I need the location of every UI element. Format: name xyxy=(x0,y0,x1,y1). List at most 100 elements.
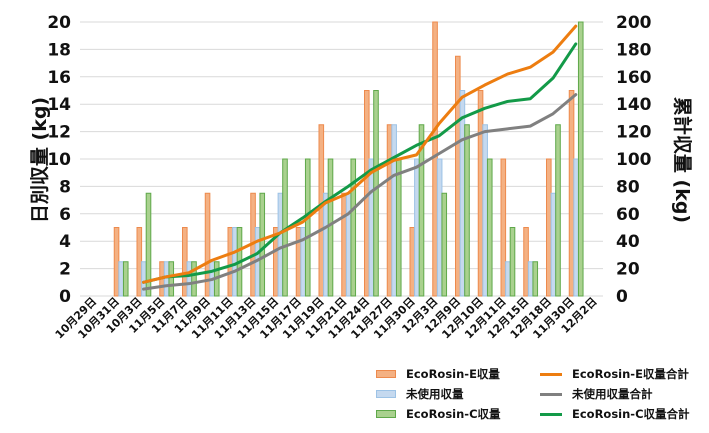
bar xyxy=(386,124,393,297)
y2-tick-label: 20 xyxy=(616,260,640,280)
bar xyxy=(341,192,347,297)
bar xyxy=(568,90,575,297)
y2-tick-label: 0 xyxy=(616,287,628,307)
legend-label: EcoRosin-E収量合計 xyxy=(572,367,689,381)
y2-tick-label: 180 xyxy=(616,40,652,60)
y-tick-label: 10 xyxy=(47,150,71,170)
y2-tick-label: 140 xyxy=(616,95,652,115)
bar xyxy=(409,227,416,297)
bar xyxy=(373,90,379,297)
x-axis-labels: 10月29日10月31日10月3日11月5日11月7日11月9日11月11日11… xyxy=(53,295,600,341)
right-axis-title: 累計収量 (kg) xyxy=(671,97,694,223)
bar xyxy=(259,192,266,297)
y-tick-label: 6 xyxy=(59,205,71,225)
legend-item-ecorosin-c: EcoRosin-C収量 xyxy=(376,405,501,423)
bar xyxy=(136,227,143,297)
y2-tick-label: 100 xyxy=(616,150,652,170)
legend-swatch xyxy=(376,410,396,418)
bar xyxy=(141,261,147,297)
bar xyxy=(391,124,397,297)
legend-label: EcoRosin-C収量 xyxy=(406,407,501,421)
bar xyxy=(505,261,511,297)
y2-tick-label: 160 xyxy=(616,68,652,88)
bar xyxy=(182,227,188,297)
left-axis-title: 日別収量 (kg) xyxy=(29,97,51,223)
line-series xyxy=(142,24,578,291)
legend-label: EcoRosin-C収量合計 xyxy=(572,407,690,421)
y2-tick-label: 80 xyxy=(616,177,640,197)
bar xyxy=(318,124,325,297)
bar xyxy=(113,227,120,297)
legend-label: 未使用収量 xyxy=(406,387,464,401)
bar xyxy=(509,227,516,297)
cumulative-line xyxy=(142,93,578,291)
bar xyxy=(232,227,238,297)
bar xyxy=(168,261,175,297)
bar xyxy=(577,21,584,297)
y2-tick-label: 200 xyxy=(616,13,652,33)
bar xyxy=(277,192,284,297)
y-tick-label: 8 xyxy=(59,177,71,197)
bar xyxy=(455,55,461,297)
bar xyxy=(295,227,302,297)
legend-swatch xyxy=(540,412,562,416)
bar xyxy=(122,261,129,297)
legend-item-unused-total: 未使用収量合計 xyxy=(540,385,653,403)
bar xyxy=(345,192,352,297)
bar xyxy=(350,158,357,297)
bar xyxy=(441,192,448,297)
bar xyxy=(546,158,552,297)
bar-series xyxy=(113,21,584,297)
bar xyxy=(459,90,466,297)
legend-swatch xyxy=(376,370,396,378)
y-tick-label: 2 xyxy=(59,260,71,280)
bar xyxy=(532,261,539,297)
bar xyxy=(464,124,470,297)
bar xyxy=(327,158,334,297)
legend-label: 未使用収量合計 xyxy=(572,387,653,401)
y2-tick-label: 60 xyxy=(616,205,640,225)
bar xyxy=(477,90,484,297)
bar xyxy=(227,227,234,297)
bar xyxy=(436,158,443,297)
legend-label: EcoRosin-E収量 xyxy=(406,367,500,381)
bar xyxy=(418,124,425,297)
bar xyxy=(527,261,534,297)
legend-swatch xyxy=(540,372,562,376)
y-tick-label: 4 xyxy=(59,232,71,252)
bar xyxy=(486,158,493,297)
chart-legend: EcoRosin-E収量 EcoRosin-E収量合計 未使用収量 未使用収量合… xyxy=(372,365,702,427)
bar xyxy=(191,261,197,297)
legend-item-ecorosin-c-total: EcoRosin-C収量合計 xyxy=(540,405,690,423)
bar xyxy=(523,227,529,297)
bar xyxy=(163,261,170,297)
bar xyxy=(118,261,124,297)
legend-swatch xyxy=(376,390,396,398)
bar xyxy=(186,261,193,297)
legend-item-ecorosin-e-total: EcoRosin-E収量合計 xyxy=(540,365,689,383)
y-tick-label: 16 xyxy=(47,68,71,88)
y2-tick-label: 120 xyxy=(616,123,652,143)
bar xyxy=(555,124,561,297)
right-axis-ticks: 0 20 40 60 80 100 120 140 160 180 200 xyxy=(616,13,652,307)
y2-tick-label: 40 xyxy=(616,232,640,252)
bar xyxy=(482,124,488,297)
cumulative-line xyxy=(142,42,578,284)
bar xyxy=(145,192,152,297)
bar xyxy=(368,158,375,297)
bar xyxy=(500,158,507,297)
left-axis-ticks: 0 2 4 6 8 10 12 14 16 18 20 xyxy=(47,13,71,307)
legend-swatch xyxy=(540,392,562,396)
legend-item-ecorosin-e: EcoRosin-E収量 xyxy=(376,365,500,383)
y-tick-label: 18 xyxy=(47,40,71,60)
y-tick-label: 20 xyxy=(47,13,71,33)
bar xyxy=(204,192,211,297)
bar xyxy=(323,192,329,297)
bar xyxy=(395,158,402,297)
cumulative-line xyxy=(142,24,578,284)
y-tick-label: 12 xyxy=(47,123,71,143)
bar xyxy=(550,192,557,297)
bar xyxy=(414,158,420,297)
bar xyxy=(304,158,311,297)
